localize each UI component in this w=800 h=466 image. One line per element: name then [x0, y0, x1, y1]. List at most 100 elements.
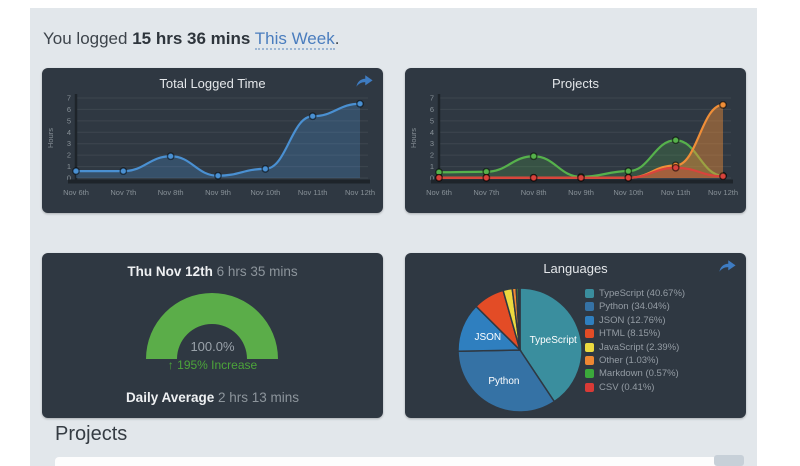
y-tick-label: 2 [430, 151, 434, 160]
data-point [719, 100, 727, 109]
daily-average-value: 2 hrs 13 mins [218, 390, 300, 405]
legend-label: HTML (8.15%) [599, 328, 661, 340]
pie-slice-label: Python [488, 376, 519, 387]
total-logged-time-chart: 0 1 2 3 4 5 6 7 Nov 6th Nov 7th Nov 8th Nov 9th Nov … [46, 94, 375, 198]
x-tick-label: Nov 12th [708, 188, 738, 197]
logged-time-summary: You logged 15 hrs 36 mins This Week. [43, 29, 339, 50]
data-point [308, 112, 317, 121]
summary-prefix: You logged [43, 29, 133, 48]
data-point [719, 172, 727, 181]
data-point [72, 167, 80, 176]
legend-item-markdown[interactable]: Markdown (0.57%) [585, 368, 685, 380]
gauge-arc [146, 293, 278, 359]
legend-label: Other (1.03%) [599, 354, 659, 366]
data-point [624, 167, 633, 176]
panel-title: Projects [552, 76, 599, 91]
gauge-title: Thu Nov 12th 6 hrs 35 mins [42, 264, 383, 279]
legend-label: JSON (12.76%) [599, 314, 666, 326]
x-tick-label: Nov 6th [63, 188, 89, 197]
data-point [166, 152, 175, 161]
y-tick-label: 2 [67, 151, 71, 160]
y-tick-label: 6 [67, 105, 71, 114]
projects-section-heading: Projects [55, 423, 128, 445]
legend-swatch [585, 289, 594, 298]
legend-label: JavaScript (2.39%) [599, 341, 680, 353]
series-area-hours-logged [76, 103, 360, 178]
legend-swatch [585, 355, 594, 365]
legend-item-javascript[interactable]: JavaScript (2.39%) [585, 341, 685, 353]
y-tick-label: 1 [67, 162, 71, 171]
x-tick-label: Nov 7th [473, 188, 499, 197]
gauge-day-total: 6 hrs 35 mins [216, 264, 298, 279]
legend-label: Python (34.04%) [599, 301, 670, 313]
y-tick-label: 0 [430, 174, 434, 183]
languages-legend: TypeScript (40.67%) Python (34.04%) JSON (… [585, 289, 685, 396]
y-tick-label: 5 [430, 116, 434, 125]
pie-slice-csv[interactable] [517, 287, 521, 351]
y-tick-label: 4 [430, 128, 434, 137]
projects-action-button[interactable] [714, 455, 744, 466]
pie-slice-python[interactable] [457, 349, 556, 413]
legend-swatch [585, 369, 594, 379]
legend-swatch [585, 315, 594, 325]
x-tick-label: Nov 7th [110, 188, 136, 197]
y-axis-label: Hours [46, 128, 55, 148]
data-point [482, 173, 491, 182]
x-tick-label: Nov 9th [568, 188, 594, 197]
daily-average-row: Daily Average 2 hrs 13 mins [42, 390, 383, 405]
legend-swatch [585, 302, 594, 312]
total-logged-time-panel: Total Logged Time 0 1 2 3 4 5 6 7 Nov 6th Nov 7th… [42, 68, 383, 213]
daily-average-panel: Thu Nov 12th 6 hrs 35 mins 100.0% ↑ 195%… [42, 253, 383, 418]
series-area-project-red [439, 167, 723, 178]
x-tick-label: Nov 12th [345, 188, 375, 197]
data-point [529, 152, 538, 161]
y-tick-label: 7 [67, 94, 71, 103]
x-tick-label: Nov 10th [250, 188, 280, 197]
x-tick-label: Nov 10th [613, 188, 643, 197]
data-point [577, 173, 585, 182]
y-tick-label: 7 [430, 94, 434, 103]
dashboard-content: You logged 15 hrs 36 mins This Week. Tot… [30, 8, 757, 466]
legend-label: CSV (0.41%) [599, 381, 655, 393]
y-tick-label: 4 [67, 128, 71, 137]
projects-chart: 0 1 2 3 4 5 6 7 Nov 6th Nov 7th Nov 8th Nov 9th Nov … [409, 94, 738, 198]
y-tick-label: 1 [430, 162, 434, 171]
data-point [671, 163, 680, 172]
gauge-increase: ↑ 195% Increase [42, 358, 383, 372]
panel-title: Total Logged Time [159, 76, 266, 91]
data-point [671, 136, 680, 145]
legend-label: Markdown (0.57%) [599, 368, 679, 380]
languages-panel: Languages TypeScript Python JSON TypeScrip… [405, 253, 746, 418]
legend-item-json[interactable]: JSON (12.76%) [585, 316, 685, 325]
x-tick-label: Nov 11th [298, 188, 327, 197]
x-tick-label: Nov 8th [158, 188, 184, 197]
summary-total-time: 15 hrs 36 mins [132, 29, 251, 48]
y-tick-label: 3 [67, 139, 71, 148]
languages-pie-chart: TypeScript Python JSON [457, 287, 583, 413]
daily-average-label: Daily Average [125, 390, 215, 405]
gauge-date: Thu Nov 12th [127, 264, 213, 279]
legend-item-html[interactable]: HTML (8.15%) [585, 329, 685, 338]
data-point [624, 173, 633, 182]
pie-slice-label: JSON [474, 332, 501, 343]
projects-chart-panel: Projects 0 1 2 3 4 5 6 7 Nov 6th Nov 7th Nov 8th No… [405, 68, 746, 213]
legend-item-typescript[interactable]: TypeScript (40.67%) [585, 289, 685, 298]
legend-swatch [585, 382, 594, 392]
y-tick-label: 6 [430, 105, 434, 114]
data-point [261, 164, 270, 173]
legend-item-python[interactable]: Python (34.04%) [585, 301, 685, 313]
data-point [356, 99, 364, 108]
legend-item-csv[interactable]: CSV (0.41%) [585, 381, 685, 393]
legend-item-other[interactable]: Other (1.03%) [585, 356, 685, 365]
this-week-link[interactable]: This Week [254, 29, 335, 50]
data-point [529, 173, 538, 182]
y-tick-label: 5 [67, 116, 71, 125]
x-tick-label: Nov 11th [661, 188, 690, 197]
data-point [214, 171, 222, 180]
share-icon[interactable] [355, 74, 374, 88]
gauge-ring [146, 293, 278, 359]
legend-swatch [585, 342, 594, 352]
x-tick-label: Nov 8th [521, 188, 547, 197]
share-icon[interactable] [718, 259, 737, 273]
increase-text: 195% Increase [177, 358, 258, 372]
